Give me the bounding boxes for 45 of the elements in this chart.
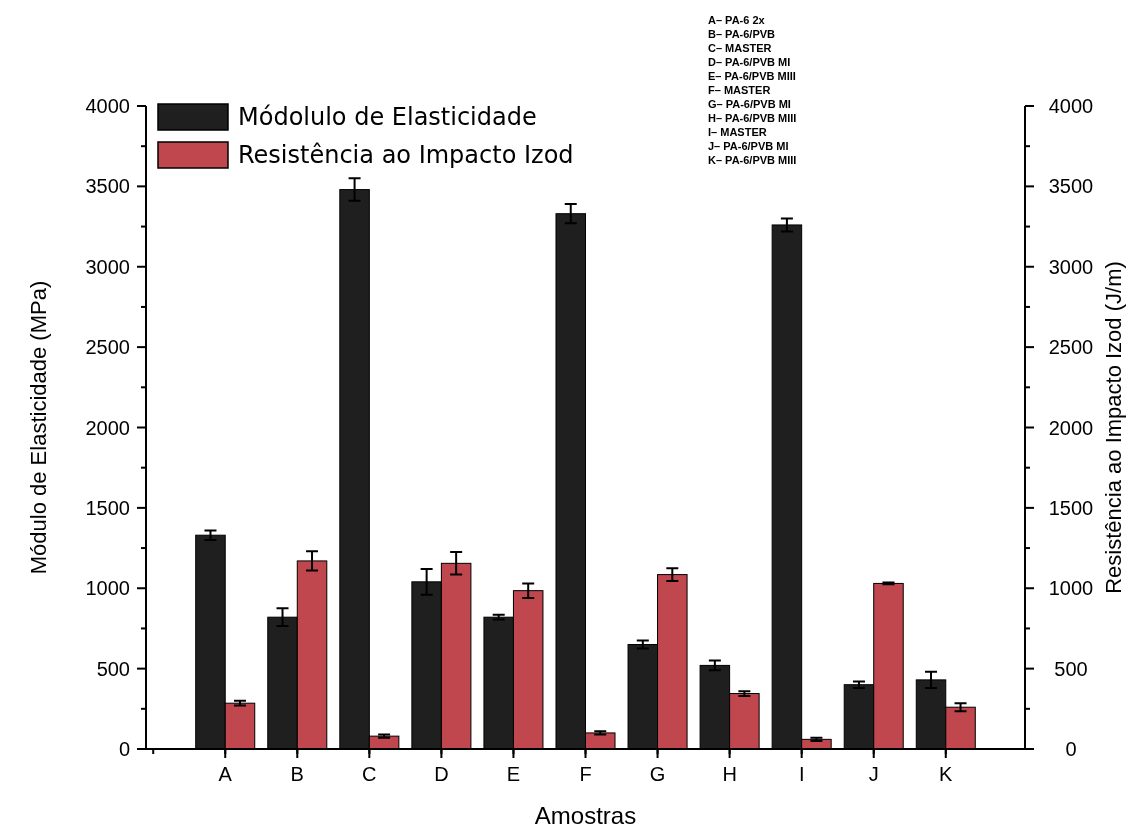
annotation: G– PA-6/PVB MI xyxy=(708,98,791,110)
x-tick-label: I xyxy=(798,763,805,785)
annotation: H– PA-6/PVB MIII xyxy=(708,112,797,124)
y-tick-label: 500 xyxy=(96,657,130,680)
legend-label: Módolulo de Elasticidade xyxy=(238,103,537,132)
y-tick-label: 2000 xyxy=(85,416,130,439)
x-tick-label: D xyxy=(434,763,449,785)
annotation: K– PA-6/PVB MIII xyxy=(708,154,797,166)
y-axis-title: Módulo de Elasticidade (MPa) xyxy=(26,280,51,575)
y-tick-label: 0 xyxy=(118,738,130,760)
x-tick-label: J xyxy=(868,763,879,785)
y-tick-label: 3000 xyxy=(85,255,130,278)
x-axis-title: Amostras xyxy=(534,802,637,829)
y2-tick-label: 2000 xyxy=(1048,416,1094,439)
y2-tick-label: 3500 xyxy=(1048,175,1094,198)
annotation: I– MASTER xyxy=(708,126,767,138)
legend-label: Resistência ao Impacto Izod xyxy=(238,141,574,170)
y2-tick-label: 2500 xyxy=(1048,336,1094,359)
y2-tick-label: 500 xyxy=(1054,657,1088,680)
text: B– PA-6/PVB xyxy=(708,28,776,40)
y2-tick-label: 3000 xyxy=(1048,255,1094,278)
x-tick-label: C xyxy=(362,763,377,785)
text: D– PA-6/PVB MI xyxy=(708,56,791,68)
x-tick-label: B xyxy=(290,763,304,785)
text: E– PA-6/PVB MIII xyxy=(708,70,796,82)
x-tick-label: H xyxy=(722,763,737,785)
x-tick-label: E xyxy=(506,763,521,785)
annotation: J– PA-6/PVB MI xyxy=(708,140,789,152)
y2-tick-label: 4000 xyxy=(1048,95,1094,117)
text: F– MASTER xyxy=(708,84,771,96)
y-tick-label: 1500 xyxy=(85,496,130,519)
y2-tick-label: 1000 xyxy=(1048,577,1094,600)
x-tick-label: K xyxy=(939,763,954,785)
y2-tick-label: 0 xyxy=(1065,738,1077,760)
x-tick-label: G xyxy=(649,763,666,785)
y-tick-label: 2500 xyxy=(85,336,130,359)
x-tick-label: A xyxy=(218,763,233,785)
y-tick-label: 1000 xyxy=(85,577,130,600)
x-tick-label: F xyxy=(579,763,592,785)
y2-axis-title: Resistência ao Impacto Izod (J/m) xyxy=(1101,261,1126,594)
text: A– PA-6 2x xyxy=(708,14,766,26)
y-tick-label: 3500 xyxy=(85,175,130,198)
text: C– MASTER xyxy=(708,42,772,54)
y2-tick-label: 1500 xyxy=(1048,496,1094,519)
y-tick-label: 4000 xyxy=(85,95,130,117)
